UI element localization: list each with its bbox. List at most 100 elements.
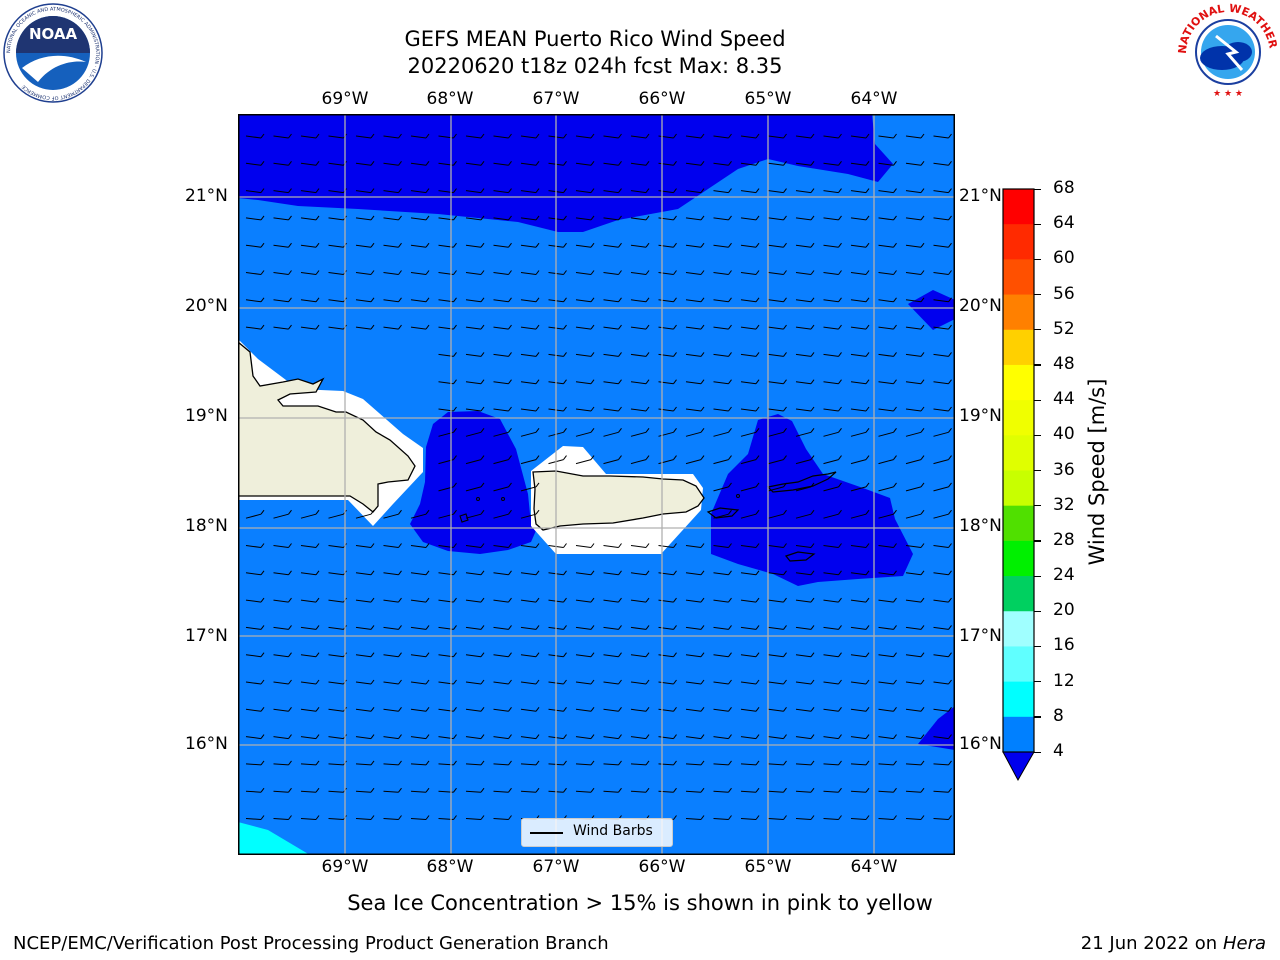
wind-barb-flag xyxy=(508,406,512,412)
wind-barb xyxy=(713,381,729,385)
colorbar-tick-mark xyxy=(1034,540,1041,542)
wind-barb-flag xyxy=(838,324,842,330)
wind-barb xyxy=(878,326,894,330)
colorbar-tick-mark xyxy=(1034,716,1041,718)
wind-barb xyxy=(713,326,729,330)
wind-barb-flag xyxy=(260,215,265,221)
wind-barb xyxy=(603,626,619,630)
wind-barb-flag xyxy=(893,706,897,712)
wind-barb xyxy=(713,431,729,437)
wind-barb-flag xyxy=(810,188,815,193)
wind-barb xyxy=(300,162,317,166)
legend-label: Wind Barbs xyxy=(573,823,653,839)
wind-barb xyxy=(713,681,729,685)
wind-barb-flag xyxy=(535,482,540,488)
wind-barb xyxy=(245,790,262,793)
wind-barb-flag xyxy=(920,482,925,488)
wind-barb xyxy=(383,190,399,194)
wind-barb-flag xyxy=(618,455,622,460)
wind-barb-flag xyxy=(893,297,897,303)
wind-barb xyxy=(603,217,619,221)
wind-barb xyxy=(300,763,317,766)
lat-label-right-20n: 20°N xyxy=(959,296,1002,316)
wind-barb-flag xyxy=(453,706,457,712)
wind-barb-flag xyxy=(618,215,622,221)
wind-barb xyxy=(273,790,289,793)
wind-barb-flag xyxy=(865,734,870,739)
colorbar-tick-mark xyxy=(1034,645,1041,648)
wind-barb xyxy=(768,790,784,793)
wind-barb xyxy=(905,244,922,248)
wind-barb xyxy=(713,572,729,576)
wind-barb xyxy=(520,190,537,194)
wind-barb-flag xyxy=(370,215,375,221)
wind-barb-flag xyxy=(480,406,485,412)
wind-barb-flag xyxy=(480,787,485,793)
wind-barb xyxy=(575,545,592,548)
wind-barb xyxy=(823,272,839,275)
wind-barb-flag xyxy=(563,297,567,303)
wind-barb-flag xyxy=(590,427,595,433)
map-title: GEFS MEAN Puerto Rico Wind Speed xyxy=(404,27,786,51)
wind-barb xyxy=(740,381,757,385)
wind-barb xyxy=(603,381,619,385)
wind-barb xyxy=(933,486,949,492)
wind-barb xyxy=(658,599,674,603)
wind-barb xyxy=(795,572,812,576)
wind-barb xyxy=(905,818,922,820)
wind-barb xyxy=(823,408,839,412)
wind-barb xyxy=(768,408,784,412)
wind-barb xyxy=(328,513,344,519)
wind-barb xyxy=(740,408,757,412)
colorbar-extend-arrow xyxy=(1002,751,1035,782)
wind-barb xyxy=(878,431,894,437)
wind-barb xyxy=(383,708,399,712)
wind-barb-flag xyxy=(838,379,842,385)
wind-barb xyxy=(933,459,949,465)
wind-barb-flag xyxy=(865,215,870,221)
lon-label-bottom-65w: 65°W xyxy=(744,857,792,877)
wind-barb-flag xyxy=(590,760,595,766)
wind-barb-flag xyxy=(453,455,457,460)
wind-barb-flag xyxy=(893,509,897,515)
wind-barb xyxy=(273,217,289,221)
wind-barb-flag xyxy=(508,133,512,139)
wind-barb xyxy=(383,599,399,603)
wind-barb-flag xyxy=(645,679,650,685)
wind-barb-flag xyxy=(673,379,677,385)
wind-barb-flag xyxy=(948,427,952,433)
wind-barb-flag xyxy=(315,324,320,330)
wind-barb-flag xyxy=(590,570,595,576)
wind-barb-flag xyxy=(480,679,485,685)
wind-barb xyxy=(575,408,592,412)
wind-barb-flag xyxy=(480,270,485,275)
wind-barb-flag xyxy=(865,482,870,488)
wind-barb xyxy=(713,513,729,519)
wind-barb xyxy=(823,763,839,766)
colorbar-segment xyxy=(1003,259,1034,296)
wind-barb-flag xyxy=(673,570,677,576)
wind-barb xyxy=(493,654,509,658)
wind-barb xyxy=(740,545,757,548)
colorbar-segment xyxy=(1003,364,1034,401)
wind-barb xyxy=(465,545,482,548)
wind-barb-flag xyxy=(920,324,925,330)
wind-barb xyxy=(410,736,427,740)
wind-barb-flag xyxy=(783,270,787,275)
wind-barb xyxy=(355,272,372,275)
wind-barb xyxy=(520,626,537,630)
wind-barb-flag xyxy=(288,570,292,576)
wind-barb-flag xyxy=(508,188,512,193)
wind-barb-flag xyxy=(398,215,402,221)
wind-barb xyxy=(465,790,482,793)
wind-barb xyxy=(493,486,509,492)
wind-barb-flag xyxy=(370,652,375,658)
wind-barb-flag xyxy=(453,270,457,275)
wind-barb xyxy=(575,299,592,303)
wind-barb xyxy=(823,299,839,303)
wind-barb-flag xyxy=(590,215,595,221)
wind-barb-flag xyxy=(755,379,760,385)
wind-barb xyxy=(493,431,509,437)
wind-barb xyxy=(768,818,784,820)
wind-barb-flag xyxy=(728,679,732,685)
